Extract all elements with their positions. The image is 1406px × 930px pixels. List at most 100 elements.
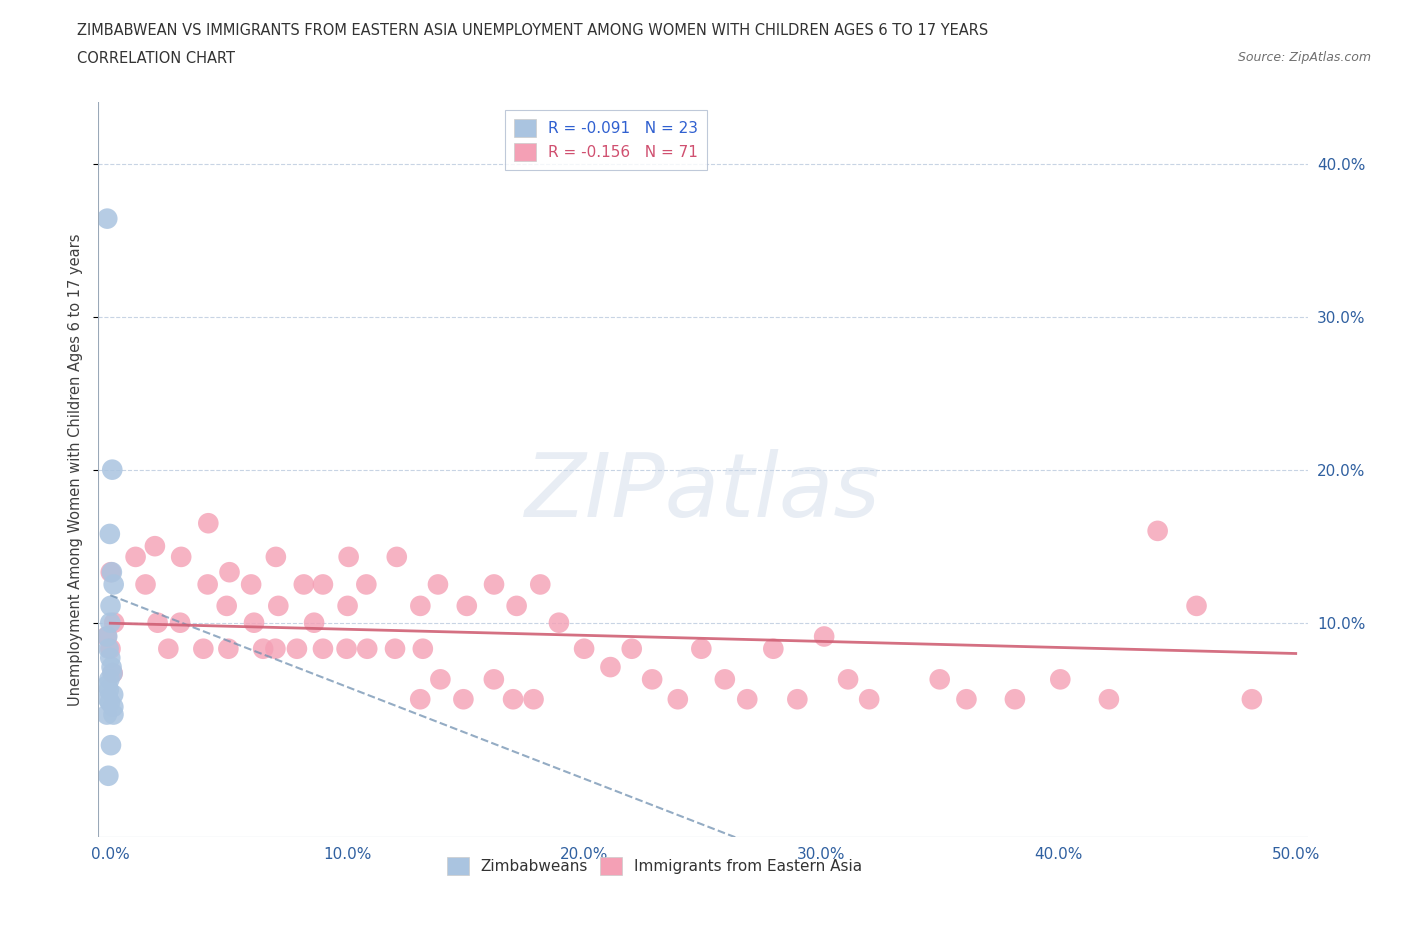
Point: [502, 692, 524, 707]
Point: [482, 577, 505, 591]
Point: [146, 616, 169, 631]
Point: [98, 650, 121, 665]
Point: [337, 550, 360, 565]
Point: [409, 598, 432, 613]
Point: [641, 671, 664, 686]
Point: [426, 577, 449, 591]
Point: [100, 659, 122, 674]
Point: [837, 671, 859, 686]
Point: [100, 565, 122, 579]
Legend: Zimbabweans, Immigrants from Eastern Asia: Zimbabweans, Immigrants from Eastern Asi…: [441, 851, 869, 881]
Point: [412, 642, 434, 657]
Point: [1146, 524, 1168, 538]
Point: [285, 642, 308, 657]
Point: [1240, 692, 1263, 707]
Point: [98, 671, 121, 686]
Point: [336, 598, 359, 613]
Point: [762, 642, 785, 657]
Point: [169, 616, 191, 631]
Text: ZIMBABWEAN VS IMMIGRANTS FROM EASTERN ASIA UNEMPLOYMENT AMONG WOMEN WITH CHILDRE: ZIMBABWEAN VS IMMIGRANTS FROM EASTERN AS…: [77, 23, 988, 38]
Point: [302, 616, 325, 631]
Point: [97, 768, 120, 783]
Point: [96, 629, 118, 644]
Point: [714, 671, 737, 686]
Point: [101, 666, 124, 681]
Point: [312, 577, 335, 591]
Point: [335, 642, 357, 657]
Point: [103, 699, 125, 714]
Point: [312, 642, 335, 657]
Point: [97, 642, 120, 657]
Point: [1004, 692, 1026, 707]
Point: [101, 565, 124, 579]
Point: [243, 616, 266, 631]
Point: [356, 642, 378, 657]
Point: [197, 516, 219, 531]
Point: [100, 737, 122, 752]
Point: [1098, 692, 1121, 707]
Point: [666, 692, 689, 707]
Point: [453, 692, 475, 707]
Point: [264, 550, 287, 565]
Point: [813, 629, 835, 644]
Point: [101, 666, 124, 681]
Point: [1049, 671, 1071, 686]
Point: [690, 642, 713, 657]
Point: [193, 642, 215, 657]
Point: [356, 577, 378, 591]
Point: [735, 692, 758, 707]
Point: [215, 598, 238, 613]
Point: [409, 692, 432, 707]
Point: [96, 629, 118, 644]
Point: [96, 707, 118, 722]
Text: ZIPatlas: ZIPatlas: [526, 448, 880, 535]
Point: [385, 550, 408, 565]
Point: [1185, 598, 1208, 613]
Point: [456, 598, 478, 613]
Point: [786, 692, 808, 707]
Point: [98, 526, 121, 541]
Text: Source: ZipAtlas.com: Source: ZipAtlas.com: [1237, 51, 1371, 64]
Point: [955, 692, 977, 707]
Point: [572, 642, 595, 657]
Point: [599, 659, 621, 674]
Point: [267, 598, 290, 613]
Point: [157, 642, 180, 657]
Point: [124, 550, 146, 565]
Point: [384, 642, 406, 657]
Point: [100, 598, 122, 613]
Point: [858, 692, 880, 707]
Point: [96, 678, 118, 693]
Point: [429, 671, 451, 686]
Point: [505, 598, 527, 613]
Point: [170, 550, 193, 565]
Point: [98, 695, 121, 710]
Point: [218, 565, 240, 579]
Point: [548, 616, 571, 631]
Point: [264, 642, 287, 657]
Point: [292, 577, 315, 591]
Point: [252, 642, 274, 657]
Point: [135, 577, 157, 591]
Point: [522, 692, 544, 707]
Point: [928, 671, 950, 686]
Point: [103, 577, 125, 591]
Point: [96, 211, 118, 226]
Point: [101, 462, 124, 477]
Point: [482, 671, 505, 686]
Point: [103, 616, 125, 631]
Point: [529, 577, 551, 591]
Point: [98, 616, 121, 631]
Point: [197, 577, 219, 591]
Y-axis label: Unemployment Among Women with Children Ages 6 to 17 years: Unemployment Among Women with Children A…: [67, 233, 83, 706]
Point: [143, 538, 166, 553]
Point: [100, 642, 122, 657]
Point: [97, 683, 120, 698]
Point: [217, 642, 239, 657]
Point: [97, 692, 120, 707]
Point: [240, 577, 263, 591]
Point: [103, 687, 125, 702]
Text: CORRELATION CHART: CORRELATION CHART: [77, 51, 235, 66]
Point: [620, 642, 643, 657]
Point: [103, 707, 125, 722]
